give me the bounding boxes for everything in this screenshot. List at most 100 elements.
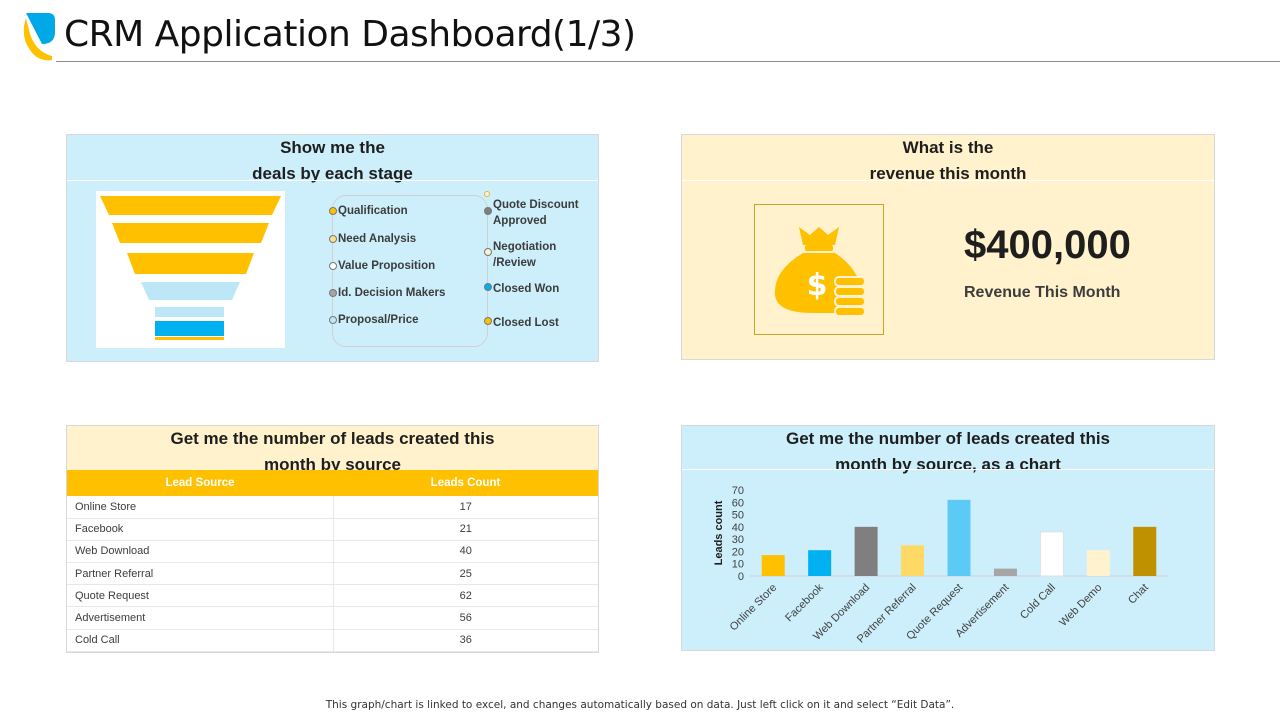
table-row[interactable]: Cold Call 36 [67,629,598,652]
leads-count-cell: 21 [333,518,598,541]
chart-bar [993,568,1017,576]
table-row[interactable]: Web Download 40 [67,540,598,564]
x-tick-label: Online Store [728,582,780,634]
funnel-stage-closed-won [155,321,224,336]
funnel-stage-id-decision-makers [141,282,240,300]
table-row[interactable]: Facebook 21 [67,518,598,541]
y-tick-label: 20 [732,546,744,558]
stage-bracket [332,195,488,347]
leads-count-cell: 40 [333,540,598,564]
table-row[interactable]: Advertisement 56 [67,606,598,630]
stage-label: Id. Decision Makers [338,287,446,299]
revenue-label: Revenue This Month [964,284,1121,301]
y-tick-label: 0 [738,571,744,583]
leads-chart-panel: Get me the number of leads created this … [681,425,1215,651]
deals-panel-header: Show me the deals by each stage [67,135,598,187]
stage-label: Quote Discount Approved [493,197,579,229]
leads-table: Lead Source Leads Count Online Store 17 Fa… [67,470,598,652]
y-tick-label: 40 [732,522,744,534]
table-row[interactable]: Partner Referral 25 [67,562,598,586]
chart-bar [761,555,785,576]
brand-logo [23,13,55,61]
deals-header-line1: Show me the [280,138,385,157]
revenue-header-divider [682,180,1214,181]
table-row[interactable]: Online Store 17 [67,496,598,519]
stage-label-line1: Quote Discount [493,199,579,211]
chart-bar [947,499,971,576]
funnel-stage-need-analysis [112,223,269,243]
stage-dot [484,283,492,291]
chart-bar [1086,550,1110,576]
chart-bar [1039,531,1064,577]
leads-chart-header-line1: Get me the number of leads created this [785,429,1111,448]
stage-label: Need Analysis [338,233,417,245]
y-tick-label: 50 [732,510,744,522]
y-tick-label: 70 [732,485,744,497]
funnel-chart[interactable] [96,191,285,348]
stage-label: Value Proposition [338,260,436,272]
leads-count-cell: 56 [333,606,598,630]
stage-label-line2: /Review [493,257,536,269]
lead-source-cell: Facebook [67,518,334,541]
funnel-stage-closed-lost [155,337,224,340]
funnel-stage-proposal [155,307,224,317]
y-axis-label: Leads count [713,500,725,565]
leads-chart-header-divider [682,469,1214,470]
stage-label: Closed Won [493,281,559,297]
deals-header-divider [67,180,598,181]
stage-dot [484,317,492,325]
stage-dot [329,207,337,215]
stage-dot [484,207,492,215]
chart-bar [1133,526,1157,576]
lead-source-cell: Advertisement [67,606,334,630]
column-header-leads-count[interactable]: Leads Count [333,470,598,496]
leads-count-cell: 17 [333,496,598,519]
stage-label-line1: Negotiation [493,241,557,253]
funnel-stage-qualification [100,196,281,215]
y-tick-label: 10 [732,559,744,571]
stage-label-line2: Approved [493,215,547,227]
stage-dot [484,248,492,256]
revenue-header-line1: What is the [902,138,994,157]
leads-table-header-line1: Get me the number of leads created this [170,429,495,448]
lead-source-cell: Cold Call [67,629,334,652]
svg-text:$: $ [807,268,828,303]
column-header-lead-source[interactable]: Lead Source [67,470,333,496]
table-row[interactable]: Quote Request 62 [67,584,598,608]
y-tick-label: 30 [732,534,744,546]
funnel-stage-value-proposition [127,253,254,274]
stage-label-line1: Closed Lost [493,317,559,329]
x-tick-label: Facebook [783,581,826,624]
bracket-top-dot [484,191,490,197]
leads-table-header-bg: Get me the number of leads created this … [67,426,598,474]
stage-label-line1: Closed Won [493,283,560,295]
lead-source-cell: Online Store [67,496,334,519]
lead-source-cell: Quote Request [67,584,334,608]
y-tick-label: 60 [732,497,744,509]
funnel-graphic [100,196,281,340]
page-title: CRM Application Dashboard(1/3) [64,14,636,55]
leads-count-cell: 36 [333,629,598,652]
leads-table-head-row: Lead Source Leads Count [67,470,598,496]
leads-table-header-line2: month by source [264,455,401,474]
x-tick-label: Chat [1126,582,1151,607]
leads-count-cell: 25 [333,562,598,586]
x-tick-label: Web Demo [1057,582,1104,629]
stage-label: Negotiation/Review [493,239,556,271]
deals-header-line2: deals by each stage [252,164,413,183]
chart-bar [854,526,878,576]
lead-source-cell: Partner Referral [67,562,334,586]
leads-table-header: Get me the number of leads created this … [67,426,598,478]
money-icon-box: $ [754,204,884,335]
x-tick-label: Cold Call [1018,582,1058,622]
money-bag-icon: $ [774,227,866,317]
stage-dot [329,289,337,297]
leads-table-panel: Get me the number of leads created this … [66,425,599,653]
revenue-panel-header: What is the revenue this month [682,135,1214,187]
chart-bar [808,550,832,576]
lead-source-cell: Web Download [67,540,334,564]
stage-dot [329,235,337,243]
deals-by-stage-panel: Show me the deals by each stage Qualific… [66,134,599,362]
stage-label: Closed Lost [493,315,559,331]
